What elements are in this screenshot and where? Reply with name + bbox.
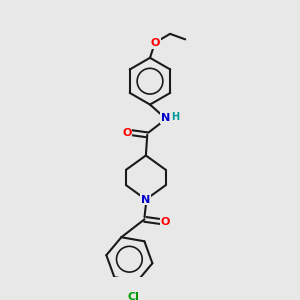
Text: O: O xyxy=(122,128,132,138)
Text: O: O xyxy=(161,217,170,226)
Text: N: N xyxy=(141,194,151,205)
Text: O: O xyxy=(150,38,160,48)
Text: H: H xyxy=(171,112,179,122)
Text: N: N xyxy=(161,113,170,123)
Text: Cl: Cl xyxy=(127,292,139,300)
